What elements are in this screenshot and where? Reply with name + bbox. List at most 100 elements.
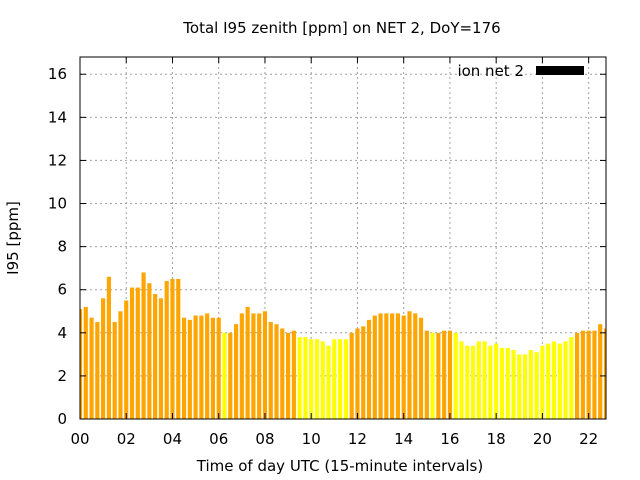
bar: [413, 313, 418, 419]
bar: [228, 332, 233, 419]
bar: [251, 313, 256, 419]
bar: [274, 324, 279, 419]
bar: [453, 332, 458, 419]
x-tick-label: 16: [440, 430, 459, 448]
bar: [176, 278, 181, 419]
bar: [245, 306, 250, 419]
bar: [494, 343, 499, 419]
legend-swatch: [536, 66, 584, 75]
bar: [569, 337, 574, 419]
bar: [222, 332, 227, 419]
bar: [366, 319, 372, 419]
bar: [488, 345, 493, 419]
bar: [83, 306, 88, 419]
x-tick-label: 20: [533, 430, 552, 448]
bar: [442, 330, 447, 419]
bar: [603, 328, 606, 419]
bar: [153, 294, 158, 419]
x-tick-label: 14: [394, 430, 413, 448]
y-axis-label: I95 [ppm]: [4, 201, 22, 275]
bar: [511, 350, 516, 419]
bar: [476, 341, 481, 419]
bar: [378, 313, 383, 419]
y-tick-label: 4: [57, 324, 67, 342]
bar: [291, 330, 296, 419]
x-tick-label: 10: [302, 430, 321, 448]
x-tick-label: 06: [209, 430, 228, 448]
bar: [101, 298, 106, 419]
bar: [546, 343, 551, 419]
x-tick-label: 12: [348, 430, 367, 448]
bar: [390, 313, 395, 419]
x-tick-label: 04: [163, 430, 182, 448]
bar: [268, 322, 273, 419]
bar: [181, 317, 187, 419]
bar: [343, 339, 348, 419]
bar: [135, 287, 140, 419]
bar: [280, 328, 285, 419]
bar: [436, 332, 441, 419]
bars: [80, 272, 606, 419]
bar: [586, 330, 591, 419]
bar: [262, 311, 268, 419]
bar: [401, 315, 406, 419]
bar: [355, 328, 360, 419]
bar: [326, 345, 331, 419]
bar: [395, 313, 400, 419]
y-tick-label: 2: [57, 367, 67, 385]
x-axis-label: Time of day UTC (15-minute intervals): [196, 457, 483, 475]
y-tick-label: 0: [57, 410, 67, 428]
bar: [257, 313, 262, 419]
bar: [592, 330, 597, 419]
bar: [129, 287, 135, 419]
bar: [424, 330, 429, 419]
bar: [199, 315, 204, 419]
bar: [170, 278, 175, 419]
bar: [147, 283, 152, 419]
y-tick-label: 12: [48, 151, 67, 169]
bar: [540, 345, 545, 419]
bar: [338, 339, 343, 419]
bar: [372, 315, 377, 419]
bar: [447, 330, 453, 419]
bar: [349, 332, 354, 419]
x-tick-label: 00: [70, 430, 89, 448]
bar: [297, 337, 302, 419]
plot-frame: [79, 56, 607, 420]
bar: [551, 341, 557, 419]
bar: [118, 311, 123, 419]
chart-title: Total I95 zenith [ppm] on NET 2, DoY=176: [182, 19, 500, 37]
x-tick-label: 08: [255, 430, 274, 448]
bar: [320, 341, 325, 419]
bar: [210, 317, 216, 419]
bar: [141, 272, 146, 419]
bar: [598, 324, 603, 419]
x-tick-label: 02: [117, 430, 136, 448]
y-tick-label: 14: [48, 108, 67, 126]
bar: [482, 341, 487, 419]
legend: ion net 2: [457, 62, 584, 80]
bar: [575, 332, 580, 419]
bar: [517, 354, 522, 419]
x-tick-label: 22: [579, 430, 598, 448]
bar: [158, 298, 164, 419]
bar: [164, 281, 169, 419]
bar: [557, 343, 562, 419]
bar: [233, 324, 239, 419]
legend-label: ion net 2: [457, 62, 524, 80]
y-tick-label: 6: [57, 281, 67, 299]
bar: [112, 322, 117, 419]
bar: [528, 350, 533, 419]
bar: [95, 322, 100, 419]
bar: [580, 330, 585, 419]
x-tick-label: 18: [487, 430, 506, 448]
bar: [332, 339, 337, 419]
bar: [459, 341, 464, 419]
bar: [216, 317, 221, 419]
y-tick-label: 16: [48, 65, 67, 83]
bar: [239, 313, 244, 419]
bar: [534, 352, 539, 419]
bar: [430, 332, 435, 419]
